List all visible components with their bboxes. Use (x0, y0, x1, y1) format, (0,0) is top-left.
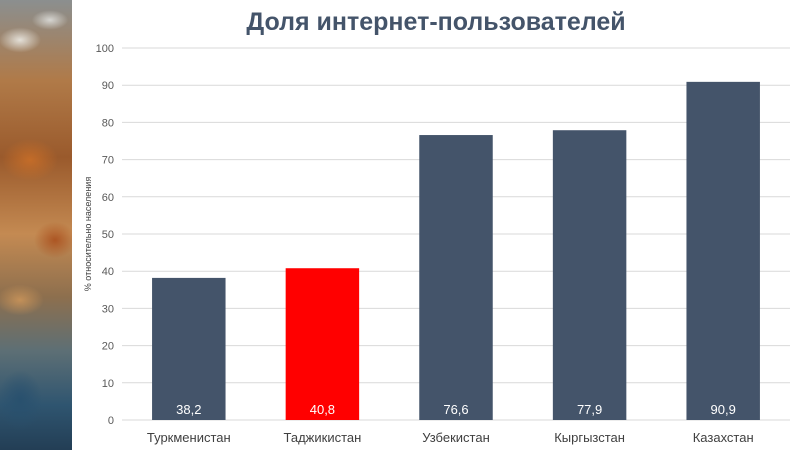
y-tick-label: 60 (102, 192, 114, 204)
data-label: 76,6 (443, 402, 468, 417)
y-tick-label: 20 (102, 341, 114, 353)
side-landscape-image (0, 0, 72, 450)
y-tick-label: 30 (102, 303, 114, 315)
bar (152, 277, 226, 420)
y-tick-label: 90 (102, 80, 114, 92)
data-label: 38,2 (176, 402, 201, 417)
y-tick-label: 40 (102, 266, 114, 278)
x-category-label: Кыргызстан (554, 430, 625, 445)
y-tick-label: 80 (102, 117, 114, 129)
bar (419, 135, 493, 420)
bar (285, 268, 360, 420)
data-labels: 38,2 40,8 76,6 77,9 90,9 (176, 402, 736, 417)
bar (552, 130, 627, 420)
y-axis-ticks: 0 10 20 30 40 50 60 70 80 90 100 (96, 43, 114, 427)
y-tick-label: 50 (102, 229, 114, 241)
x-category-label: Туркменистан (147, 430, 231, 445)
y-axis-title: % относительно населения (83, 177, 93, 292)
chart-title: Доля интернет-пользователей (246, 8, 626, 36)
y-tick-label: 70 (102, 155, 114, 167)
x-axis-categories: Туркменистан Таджикистан Узбекистан Кыргызс… (147, 430, 754, 445)
data-label: 77,9 (577, 402, 602, 417)
x-category-label: Таджикистан (284, 430, 362, 445)
x-category-label: Узбекистан (422, 430, 490, 445)
y-tick-label: 0 (108, 415, 114, 427)
data-label: 40,8 (310, 402, 335, 417)
y-tick-label: 100 (96, 43, 114, 55)
y-tick-label: 10 (102, 378, 114, 390)
bars (152, 81, 760, 421)
x-category-label: Казахстан (693, 430, 754, 445)
data-label: 90,9 (711, 402, 736, 417)
bar (686, 81, 760, 421)
